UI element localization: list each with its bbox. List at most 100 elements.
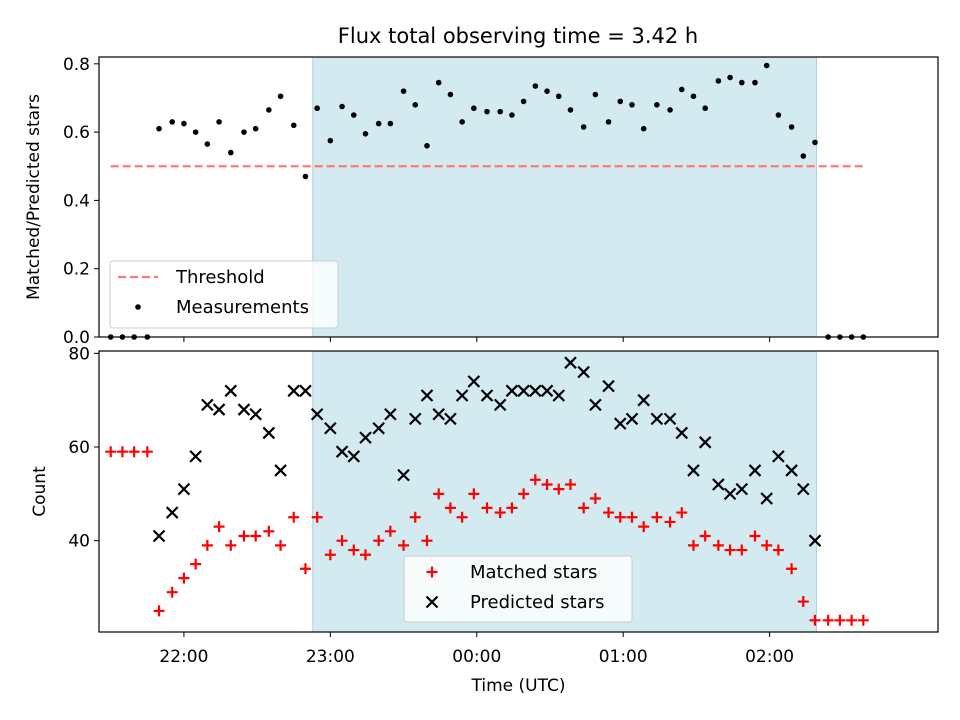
data-point <box>626 511 638 523</box>
data-point <box>552 389 566 402</box>
data-point <box>727 74 733 81</box>
data-point <box>654 102 660 108</box>
data-point <box>748 464 762 477</box>
observing-window-span <box>312 57 817 337</box>
data-point <box>400 88 407 94</box>
data-point <box>544 88 550 94</box>
data-point <box>578 502 590 514</box>
data-point <box>809 614 821 626</box>
data-point <box>397 468 410 482</box>
data-point <box>529 384 542 398</box>
data-point <box>690 93 697 100</box>
data-point <box>637 393 650 407</box>
data-point <box>797 596 809 608</box>
data-point <box>192 129 199 135</box>
data-point <box>336 535 348 547</box>
data-point <box>347 450 361 463</box>
legend: Threshold Measurements <box>109 260 339 329</box>
data-point <box>580 124 587 130</box>
data-point <box>553 483 565 495</box>
data-point <box>128 446 140 458</box>
x-axis-label: Time (UTC) <box>471 676 566 696</box>
data-point <box>420 389 434 402</box>
data-point <box>277 93 284 100</box>
data-point <box>540 384 554 398</box>
data-point <box>481 502 493 514</box>
data-point <box>699 530 711 542</box>
data-point <box>152 529 166 543</box>
data-point <box>786 563 798 575</box>
data-point <box>348 544 360 556</box>
data-point <box>227 149 234 156</box>
data-point <box>772 544 784 556</box>
count-panel: 40 60 80 22:00 23:00 00:00 01:00 02:00 Count Time… <box>30 344 939 696</box>
x-tick-label: 02:00 <box>745 647 794 667</box>
data-point <box>471 105 477 112</box>
data-point <box>772 450 785 463</box>
data-point <box>625 412 639 426</box>
data-point <box>372 421 385 435</box>
data-point <box>266 107 272 113</box>
data-point <box>166 586 178 598</box>
data-point <box>412 102 419 108</box>
data-point <box>603 507 615 519</box>
data-point <box>480 389 494 402</box>
data-point <box>421 535 433 547</box>
y-tick-label: 60 <box>68 438 90 458</box>
y-tick-label: 0.6 <box>63 123 90 143</box>
data-point <box>213 521 225 533</box>
data-point <box>518 488 530 500</box>
legend-label: Threshold <box>175 267 265 288</box>
data-point <box>262 426 276 440</box>
data-point <box>567 107 574 113</box>
data-point <box>775 112 782 118</box>
data-point <box>252 125 259 132</box>
data-point <box>752 79 758 86</box>
data-point <box>324 421 337 435</box>
data-point <box>822 614 834 626</box>
data-point <box>493 398 507 412</box>
data-point <box>299 563 311 575</box>
data-point <box>424 142 430 149</box>
data-point <box>212 403 226 416</box>
series-predicted-stars <box>152 356 822 547</box>
data-point <box>602 379 615 393</box>
data-point <box>311 511 323 523</box>
data-point <box>509 112 515 118</box>
data-point <box>676 507 688 519</box>
y-tick-label: 40 <box>68 532 90 552</box>
data-point <box>204 141 211 147</box>
data-point <box>177 482 191 496</box>
data-point <box>250 530 262 542</box>
legend-marker <box>425 595 439 609</box>
data-point <box>723 487 737 501</box>
data-point <box>589 493 601 505</box>
data-point <box>201 539 213 551</box>
data-point <box>638 521 650 533</box>
data-point <box>444 412 457 426</box>
data-point <box>459 119 465 125</box>
data-point <box>409 511 421 523</box>
data-point <box>589 398 602 412</box>
data-point <box>760 492 773 505</box>
data-point <box>675 426 689 440</box>
data-point <box>808 534 822 547</box>
data-point <box>190 558 202 570</box>
data-point <box>350 112 357 118</box>
y-tick-label: 0.8 <box>63 55 90 75</box>
data-point <box>384 407 397 421</box>
data-point <box>467 375 481 388</box>
data-point <box>237 403 251 416</box>
x-tick-label: 01:00 <box>599 647 648 667</box>
data-point <box>687 539 699 551</box>
data-point <box>224 384 238 398</box>
data-point <box>857 614 869 626</box>
data-point <box>398 539 410 551</box>
data-point <box>169 119 176 125</box>
data-point <box>629 102 635 108</box>
data-point <box>373 535 385 547</box>
data-point <box>444 502 456 514</box>
data-point <box>497 108 503 115</box>
y-tick-label: 0.4 <box>63 191 90 211</box>
legend-box <box>403 555 633 623</box>
